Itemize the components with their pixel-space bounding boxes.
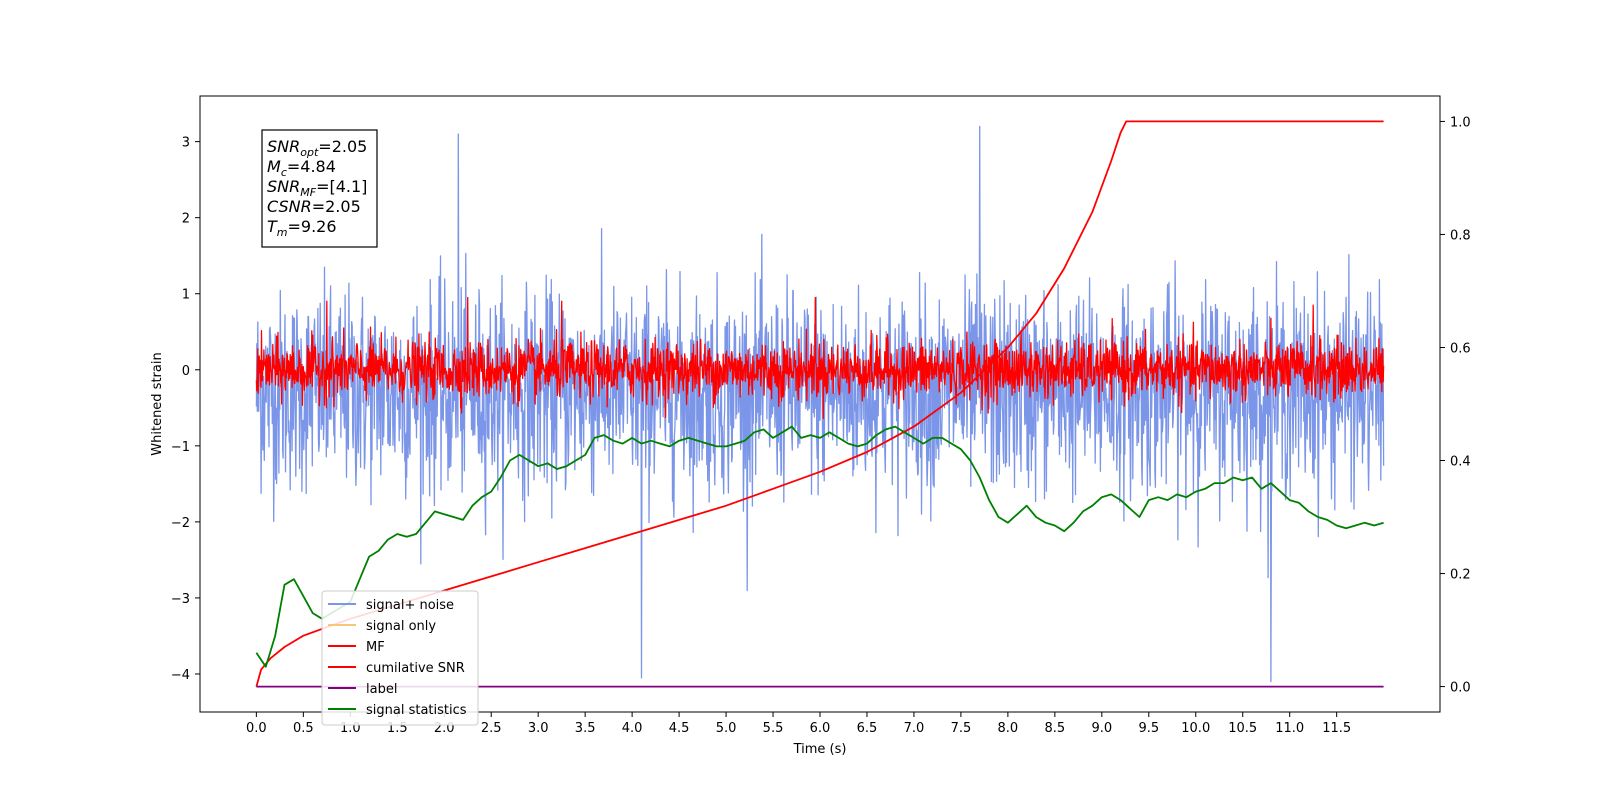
annotation-line: SNRopt=2.05 — [267, 137, 367, 159]
x-tick-label: 0.0 — [246, 721, 267, 736]
annotation-line: CSNR=2.05 — [267, 197, 361, 216]
legend-entry: MF — [366, 640, 385, 655]
y2-tick-label: 0.6 — [1450, 341, 1471, 356]
x-tick-label: 4.0 — [622, 721, 643, 736]
x-tick-label: 3.0 — [528, 721, 549, 736]
x-tick-label: 9.0 — [1091, 721, 1112, 736]
x-tick-label: 11.5 — [1322, 721, 1351, 736]
legend-entry: signal statistics — [366, 703, 467, 718]
annotation-line: Mc=4.84 — [267, 157, 336, 179]
x-tick-label: 11.0 — [1275, 721, 1304, 736]
x-tick-label: 9.5 — [1138, 721, 1159, 736]
legend-frame — [321, 590, 479, 726]
legend-entry: signal only — [366, 619, 436, 634]
annotation-frame — [261, 129, 378, 248]
x-tick-label: 2.5 — [481, 721, 502, 736]
x-tick-label: 6.0 — [810, 721, 831, 736]
series-signal-statistics — [255, 425, 1384, 668]
y-tick-label: −2 — [171, 516, 190, 531]
x-tick-label: 7.0 — [904, 721, 925, 736]
y2-tick-label: 0.0 — [1450, 681, 1471, 696]
legend-entry: signal+ noise — [366, 598, 454, 613]
y2-tick-label: 0.4 — [1450, 455, 1471, 470]
y2-tick-label: 0.2 — [1450, 568, 1471, 583]
y-tick-label: −1 — [171, 440, 190, 455]
y-axis-label: Whitened strain — [150, 352, 165, 455]
x-tick-label: 0.5 — [293, 721, 314, 736]
annotation-line: Tm=9.26 — [267, 217, 337, 239]
y-tick-label: 2 — [182, 212, 190, 227]
x-tick-label: 10.0 — [1181, 721, 1210, 736]
x-tick-label: 10.5 — [1228, 721, 1257, 736]
y-tick-label: 0 — [182, 364, 190, 379]
x-axis-label: Time (s) — [793, 742, 847, 757]
x-tick-label: 4.5 — [669, 721, 690, 736]
y-tick-label: −3 — [171, 592, 190, 607]
annotation-box: SNRopt=2.05Mc=4.84SNRMF=[4.1]CSNR=2.05Tm… — [261, 129, 378, 248]
annotation-line: SNRMF=[4.1] — [267, 177, 367, 199]
y-tick-label: 1 — [182, 288, 190, 303]
legend-entry: label — [366, 682, 397, 697]
x-tick-label: 3.5 — [575, 721, 596, 736]
x-tick-label: 5.5 — [763, 721, 784, 736]
x-tick-label: 8.5 — [1045, 721, 1066, 736]
legend-entry: cumilative SNR — [366, 661, 465, 676]
x-tick-label: 6.5 — [857, 721, 878, 736]
x-tick-label: 5.0 — [716, 721, 737, 736]
legend: signal+ noise signal only MF cumilative SNR… — [321, 590, 479, 726]
y2-tick-label: 1.0 — [1450, 115, 1471, 130]
y-tick-label: 3 — [182, 136, 190, 151]
x-tick-label: 7.5 — [951, 721, 972, 736]
series-mf — [255, 296, 1385, 420]
y2-tick-label: 0.8 — [1450, 228, 1471, 243]
x-tick-label: 8.0 — [998, 721, 1019, 736]
y-tick-label: −4 — [171, 668, 190, 683]
